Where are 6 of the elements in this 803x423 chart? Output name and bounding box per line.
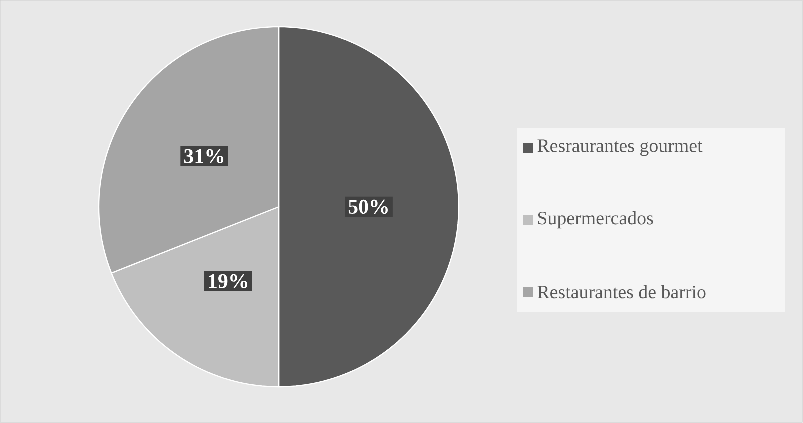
data-label: 19%: [209, 274, 248, 289]
legend-label: Resraurantes gourmet: [538, 140, 703, 156]
data-label: 50%: [348, 200, 388, 214]
data-label: 31%: [184, 149, 224, 164]
legend-label: Supermercados: [538, 211, 654, 229]
legend-label: Restaurantes de barrio: [538, 285, 706, 299]
